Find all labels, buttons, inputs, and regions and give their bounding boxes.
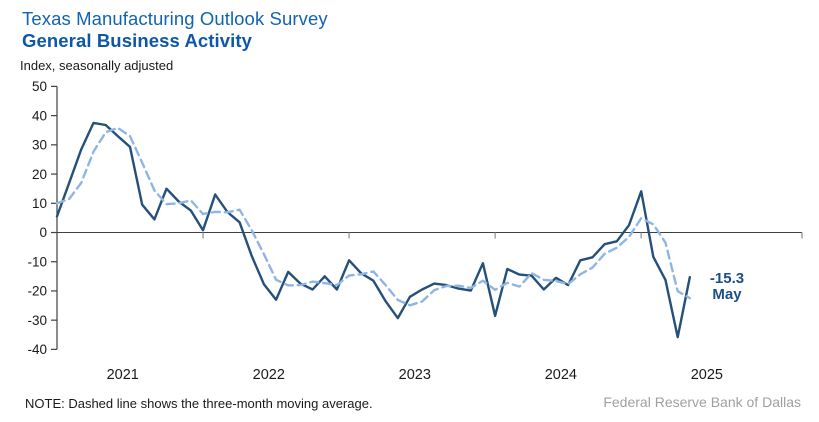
latest-value: -15.3 bbox=[709, 270, 745, 287]
x-year-label: 2021 bbox=[107, 367, 139, 383]
y-tick-label: -40 bbox=[27, 342, 47, 357]
x-year-label: 2025 bbox=[691, 367, 723, 383]
y-tick-label: 20 bbox=[32, 167, 47, 182]
figure-title: Texas Manufacturing Outlook Survey bbox=[22, 8, 328, 29]
latest-month: May bbox=[712, 286, 742, 303]
x-year-label: 2023 bbox=[399, 367, 431, 383]
y-tick-label: 10 bbox=[32, 196, 47, 211]
y-tick-label: -30 bbox=[27, 313, 47, 328]
y-tick-label: -10 bbox=[27, 254, 47, 269]
y-tick-label: 50 bbox=[32, 79, 47, 94]
figure-subtitle: General Business Activity bbox=[22, 30, 253, 51]
y-tick-label: 0 bbox=[39, 225, 47, 240]
x-year-label: 2024 bbox=[545, 367, 577, 383]
index-line bbox=[55, 121, 691, 339]
axis-units-label: Index, seasonally adjusted bbox=[20, 58, 174, 73]
x-year-label: 2022 bbox=[253, 367, 285, 383]
chart-note: NOTE: Dashed line shows the three-month … bbox=[25, 396, 373, 411]
moving-average-line bbox=[55, 126, 691, 307]
y-tick-label: 30 bbox=[32, 138, 47, 153]
latest-value-callout: -15.3 May bbox=[700, 271, 754, 303]
y-tick-label: -20 bbox=[27, 284, 47, 299]
y-tick-label: 40 bbox=[32, 108, 47, 123]
source-attribution: Federal Reserve Bank of Dallas bbox=[603, 394, 801, 410]
